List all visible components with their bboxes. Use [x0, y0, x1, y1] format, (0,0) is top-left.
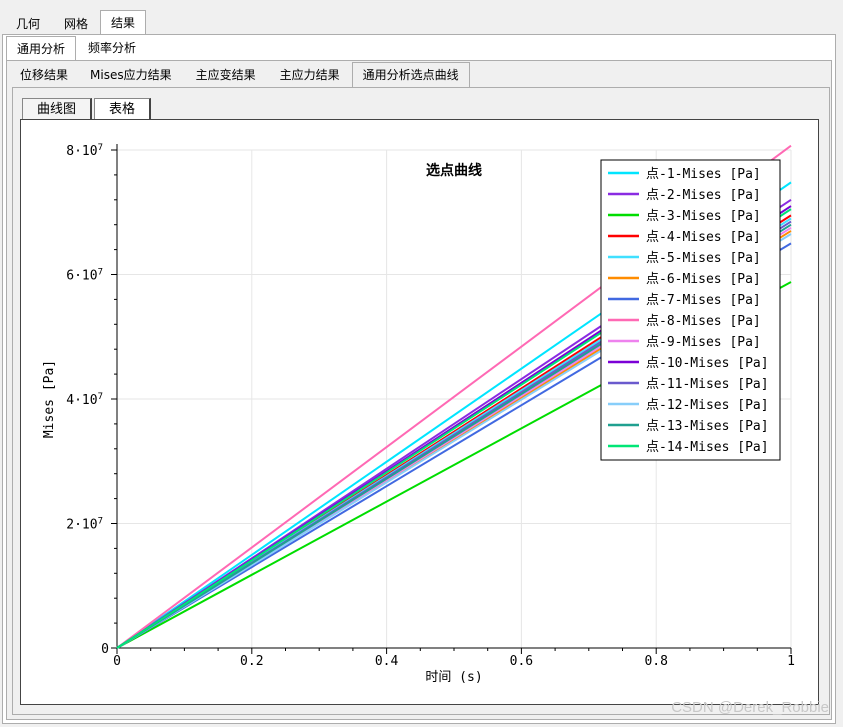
plot-area: 0 0.2 0.4 0.6 0.8 1 0 2·107 4·107 6·107 8·107 时间 (s… [34, 133, 806, 691]
legend-label: 点-10-Mises [Pa] [646, 356, 769, 371]
tab-general-analysis[interactable]: 通用分析 [6, 36, 77, 60]
legend: 点-1-Mises [Pa] 点-2-Mises [Pa] 点-3-Mises [P… [600, 159, 781, 461]
tab-principal-strain[interactable]: 主应变结果 [195, 68, 256, 82]
legend-box [600, 159, 781, 461]
y-tick-label: 2·107 [66, 517, 103, 533]
tab-mises-stress[interactable]: Mises应力结果 [90, 68, 172, 82]
main-tab-bar: 几何 网格 结果 [4, 10, 147, 35]
x-tick-label: 0.4 [375, 654, 399, 669]
chart-title: 选点曲线 [426, 162, 482, 179]
y-tick-label: 0 [101, 642, 109, 657]
view-tab-bar: 曲线图 表格 [22, 98, 153, 120]
x-tick-label: 0.8 [644, 654, 667, 669]
x-axis-label: 时间 (s) [425, 670, 482, 685]
tab-mesh[interactable]: 网格 [64, 17, 89, 31]
legend-label: 点-9-Mises [Pa] [646, 335, 761, 350]
legend-label: 点-14-Mises [Pa] [646, 440, 769, 455]
legend-label: 点-1-Mises [Pa] [646, 167, 761, 182]
y-tick-label: 6·107 [66, 268, 103, 284]
x-tick-label: 1 [787, 654, 795, 669]
legend-label: 点-7-Mises [Pa] [646, 293, 761, 308]
result-type-tab-bar: 位移结果 Mises应力结果 主应变结果 主应力结果 通用分析选点曲线 [10, 62, 470, 87]
y-axis-label: Mises [Pa] [42, 360, 57, 438]
tab-principal-stress[interactable]: 主应力结果 [279, 68, 340, 82]
tab-displacement[interactable]: 位移结果 [20, 68, 69, 82]
legend-label: 点-6-Mises [Pa] [646, 272, 761, 287]
tab-table[interactable]: 表格 [94, 98, 152, 120]
x-tick-label: 0.6 [510, 654, 533, 669]
line-chart[interactable]: 0 0.2 0.4 0.6 0.8 1 0 2·107 4·107 6·107 8·107 时间 (s… [34, 133, 806, 691]
legend-label: 点-8-Mises [Pa] [646, 314, 761, 329]
legend-label: 点-13-Mises [Pa] [646, 419, 769, 434]
tab-curve-chart[interactable]: 曲线图 [22, 98, 93, 120]
tab-results[interactable]: 结果 [100, 10, 147, 35]
tab-selected-point-curve[interactable]: 通用分析选点曲线 [351, 62, 470, 87]
legend-label: 点-2-Mises [Pa] [646, 188, 761, 203]
analysis-tab-bar: 通用分析 频率分析 [6, 36, 148, 60]
legend-label: 点-12-Mises [Pa] [646, 398, 769, 413]
x-tick-label: 0.2 [240, 654, 263, 669]
legend-label: 点-4-Mises [Pa] [646, 230, 761, 245]
legend-label: 点-11-Mises [Pa] [646, 377, 769, 392]
legend-label: 点-3-Mises [Pa] [646, 209, 761, 224]
y-tick-label: 4·107 [66, 392, 103, 408]
tab-geometry[interactable]: 几何 [16, 17, 41, 31]
x-tick-label: 0 [113, 654, 121, 669]
y-tick-label: 8·107 [66, 143, 103, 159]
legend-label: 点-5-Mises [Pa] [646, 251, 761, 266]
tab-frequency-analysis[interactable]: 频率分析 [88, 41, 137, 55]
watermark: CSDN @Derek_Robbie [671, 699, 829, 716]
